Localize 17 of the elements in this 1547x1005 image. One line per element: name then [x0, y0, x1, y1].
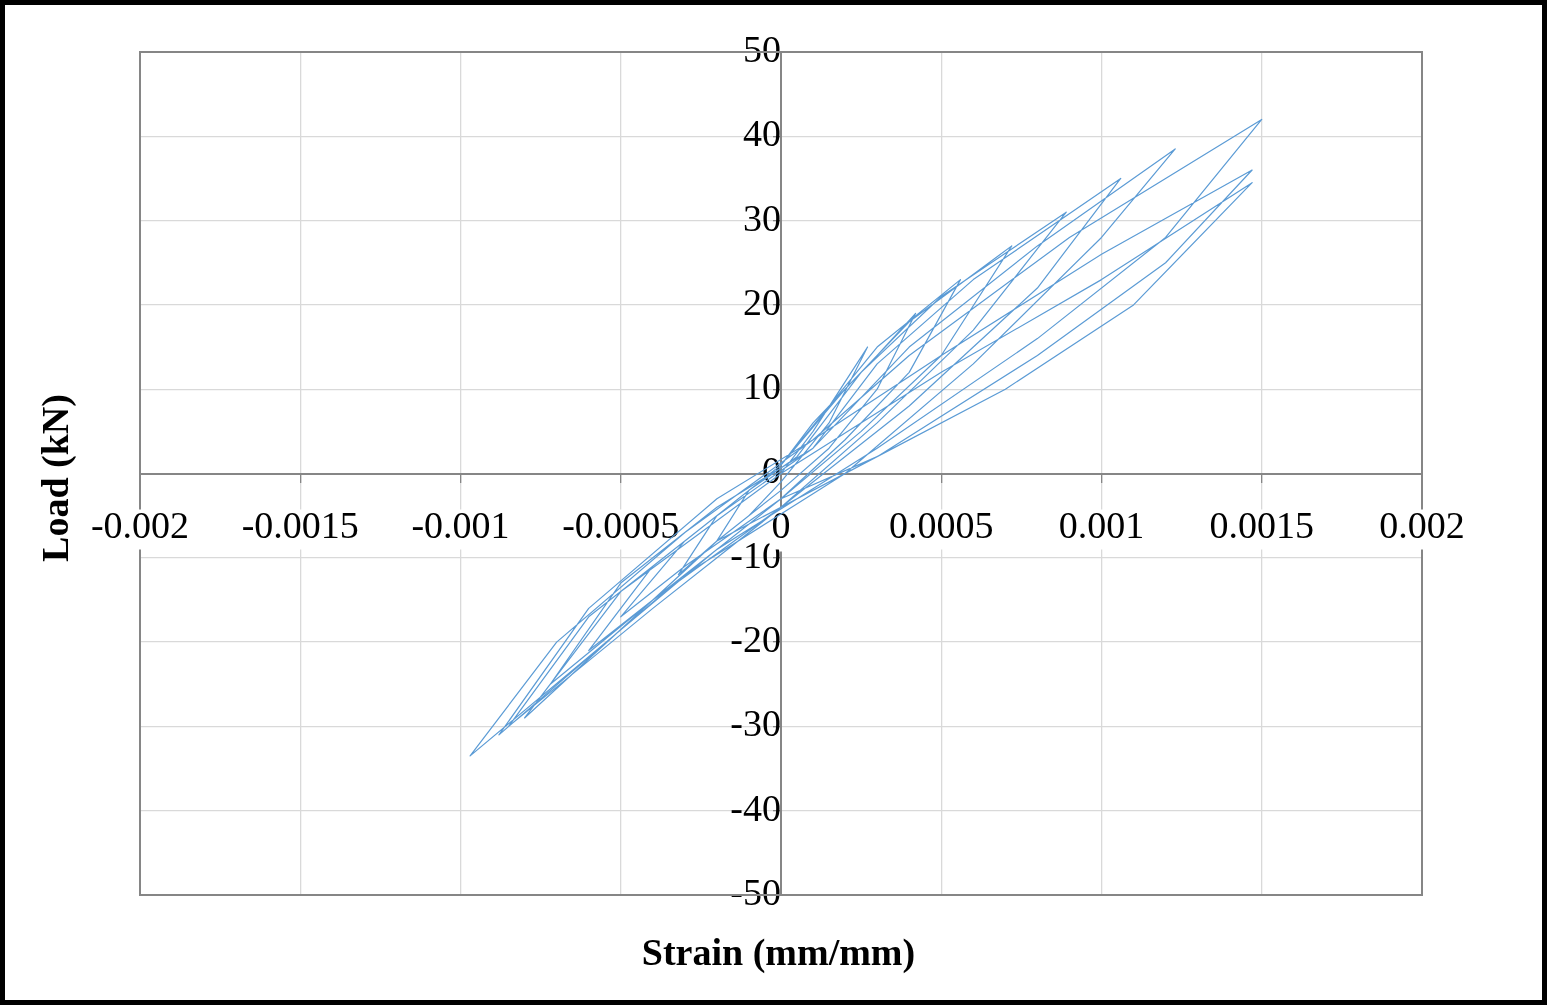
x-tick-label: 0.002: [1379, 504, 1465, 547]
x-tick-label: 0.0005: [889, 504, 994, 547]
y-tick-label: 30: [743, 196, 781, 239]
x-tick-label: 0.001: [1058, 504, 1145, 547]
y-axis-title: Load (kN): [33, 394, 77, 562]
y-tick-label: -40: [730, 786, 781, 829]
y-tick-label: 10: [743, 365, 781, 408]
x-tick-label: -0.0015: [241, 504, 359, 547]
x-axis-title: Strain (mm/mm): [640, 930, 917, 974]
y-tick-label: 40: [743, 112, 781, 155]
y-tick-label: -30: [730, 702, 781, 745]
x-tick-label: -0.002: [90, 504, 190, 547]
y-tick-label: 20: [743, 280, 781, 323]
x-tick-label: -0.0005: [562, 504, 680, 547]
x-tick-label: 0.0015: [1209, 504, 1314, 547]
x-tick-label: -0.001: [411, 504, 510, 547]
y-tick-label: -20: [730, 618, 781, 661]
